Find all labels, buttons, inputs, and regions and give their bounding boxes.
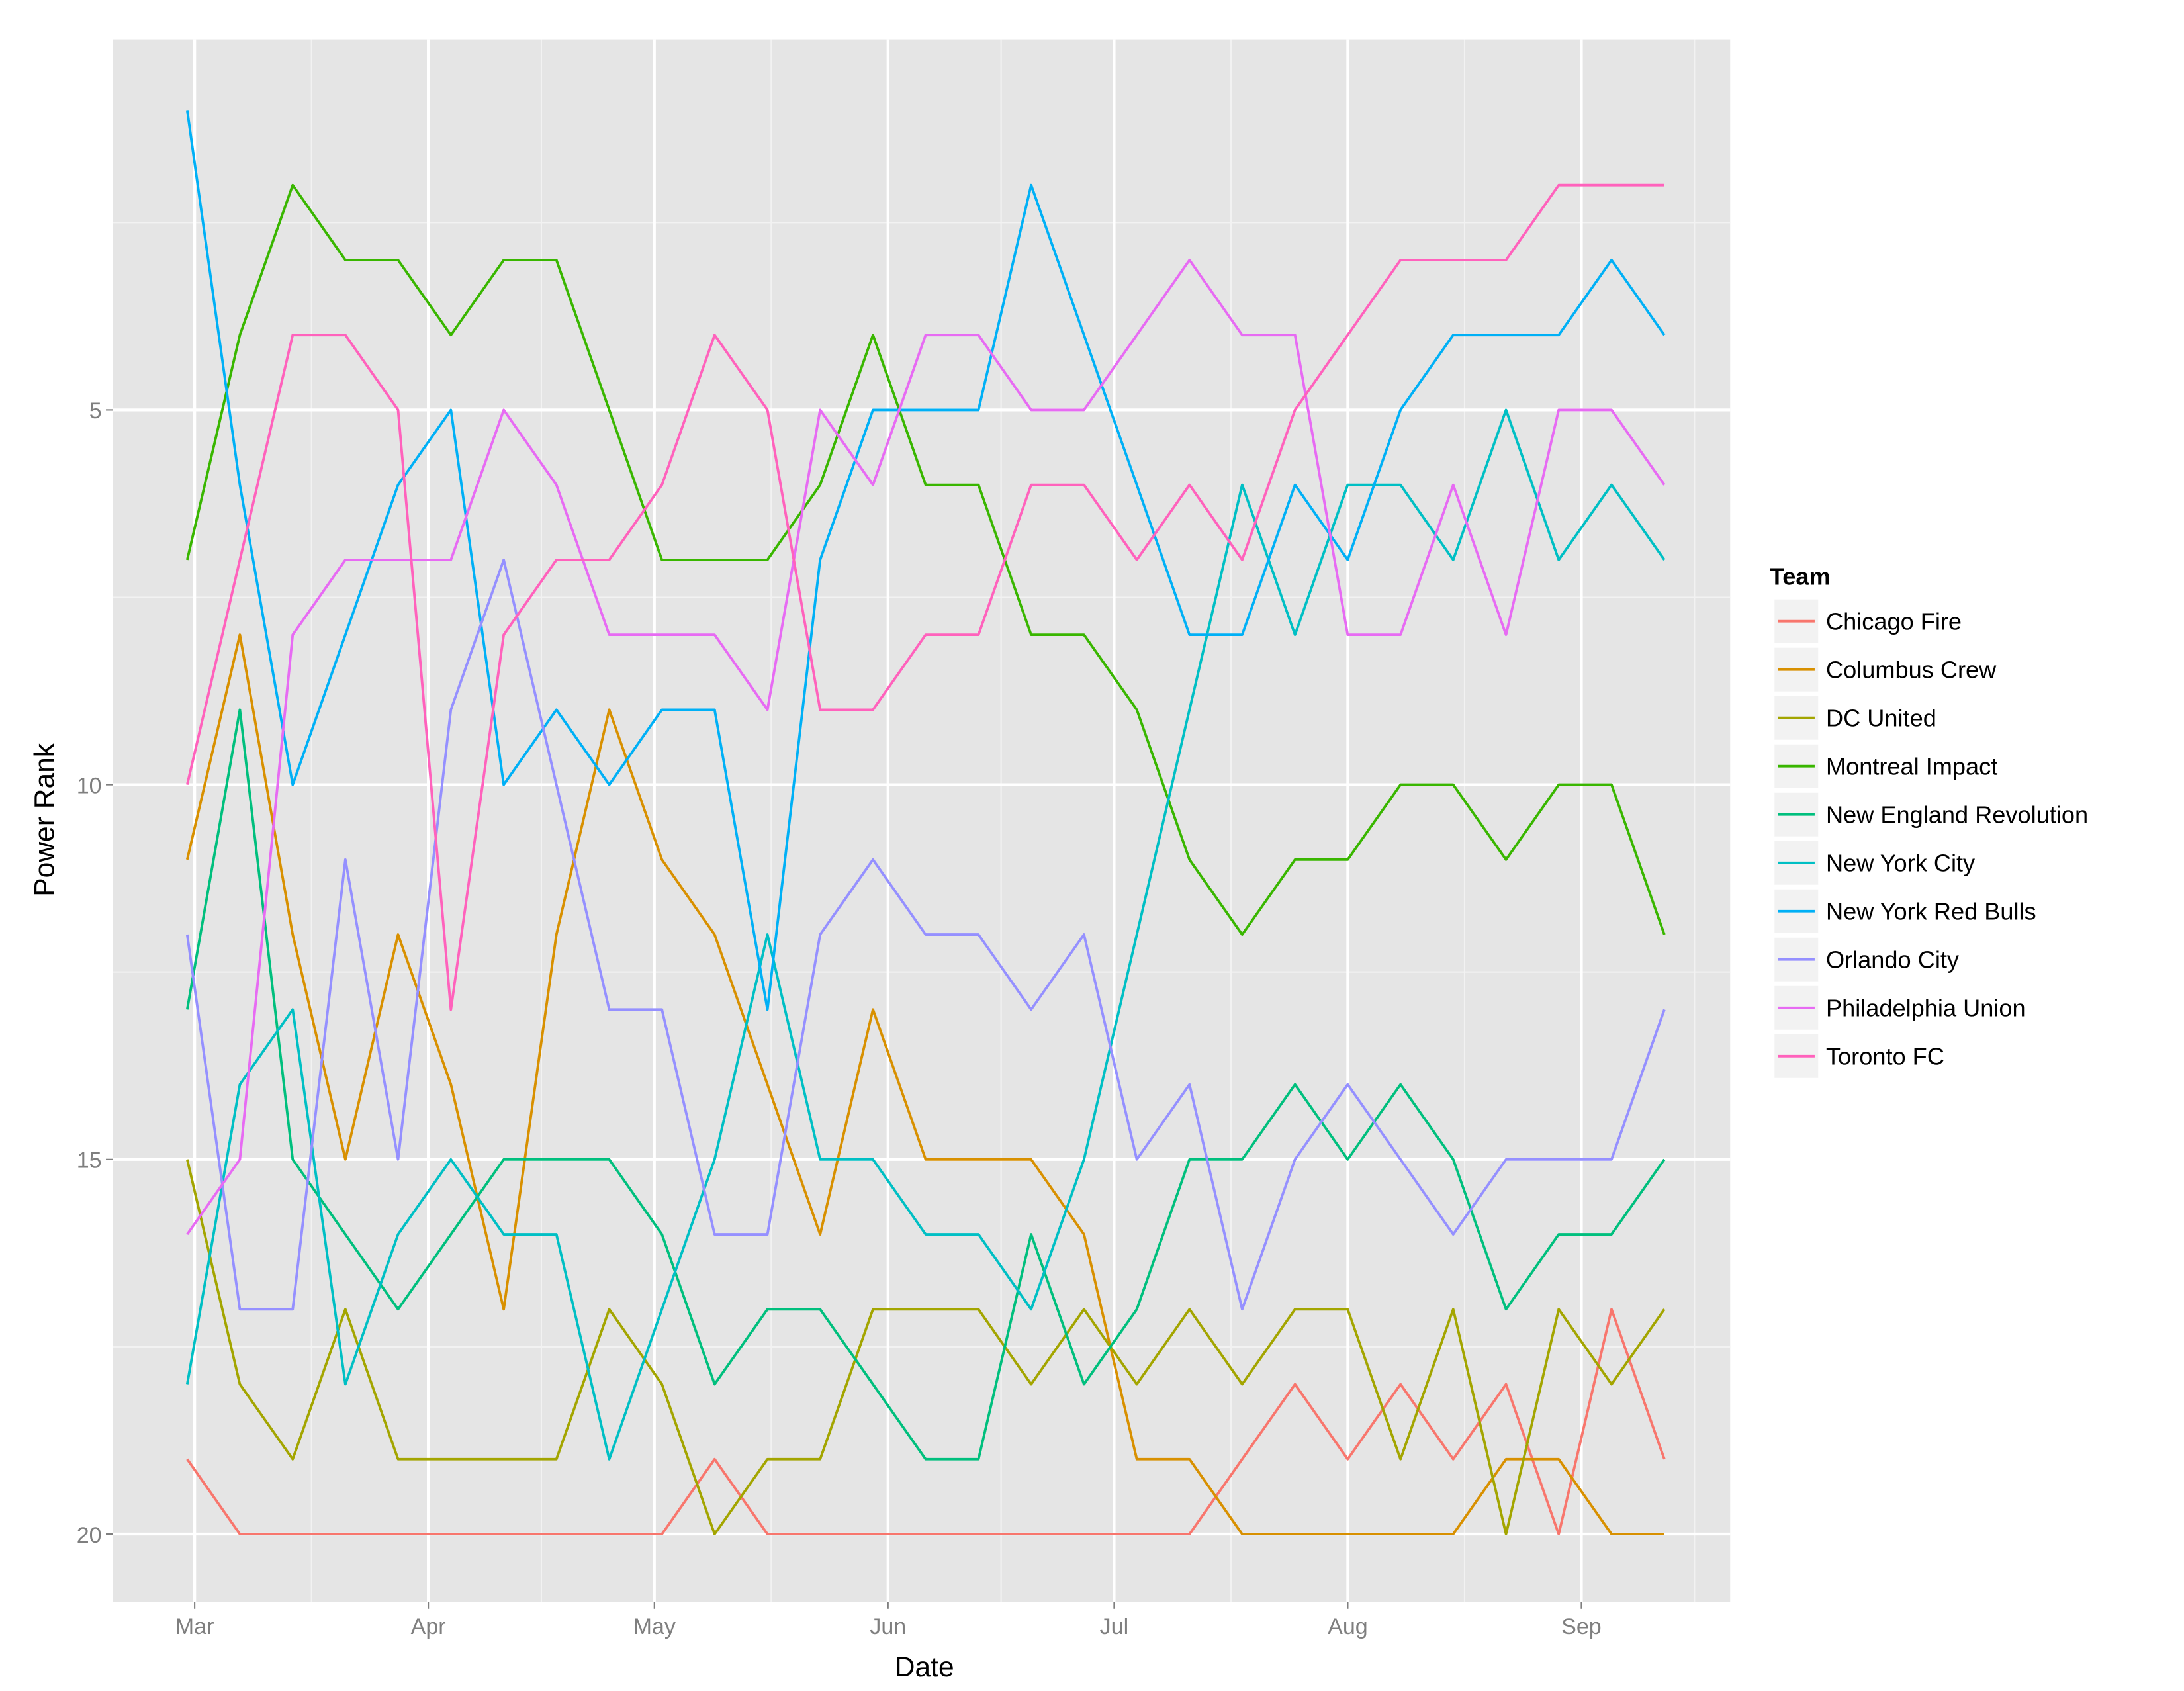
legend-label: New York Red Bulls (1826, 898, 2036, 925)
legend-label: New England Revolution (1826, 801, 2088, 828)
minor-gridlines (113, 39, 1731, 1602)
legend-label: Philadelphia Union (1826, 995, 2026, 1022)
x-tick-label: May (633, 1614, 676, 1639)
legend-label: New York City (1826, 850, 1976, 877)
plot-panel (113, 39, 1731, 1602)
legend-label: Chicago Fire (1826, 608, 1962, 635)
series-line-new-york-red-bulls (185, 110, 1666, 1011)
x-axis-title: Date (895, 1651, 954, 1683)
x-tick-label: Sep (1561, 1614, 1602, 1639)
legend-label: Orlando City (1826, 946, 1960, 974)
legend-label: DC United (1826, 704, 1936, 731)
x-tick-label: Aug (1328, 1614, 1368, 1639)
y-axis: 5 10 15 20 (77, 398, 113, 1548)
y-tick-label: 15 (77, 1148, 102, 1173)
series-lines (185, 110, 1666, 1535)
series-line-dc-united (185, 1159, 1666, 1535)
x-tick-label: Mar (175, 1614, 214, 1639)
x-axis: Mar Apr May Jun Jul Aug Sep (175, 1602, 1602, 1639)
legend: Team Chicago Fire Columbus Crew DC United M… (1770, 563, 2088, 1079)
y-tick-label: 10 (77, 773, 102, 798)
y-tick-label: 20 (77, 1523, 102, 1548)
y-axis-title: Power Rank (28, 743, 60, 897)
legend-title: Team (1770, 563, 1831, 590)
x-tick-label: Jul (1100, 1614, 1129, 1639)
legend-label: Montreal Impact (1826, 753, 1997, 780)
series-line-montreal-impact (185, 183, 1666, 936)
legend-label: Columbus Crew (1826, 656, 1997, 683)
series-line-orlando-city (185, 558, 1666, 1311)
y-tick-label: 5 (89, 398, 102, 424)
series-line-columbus-crew (185, 633, 1664, 1535)
legend-label: Toronto FC (1826, 1043, 1944, 1070)
x-tick-label: Apr (411, 1614, 446, 1639)
series-line-philadelphia-union (186, 259, 1666, 1236)
series-line-new-england-revolution (185, 708, 1666, 1461)
series-line-new-york-city (185, 408, 1666, 1461)
series-line-toronto-fc (185, 183, 1664, 1011)
x-tick-label: Jun (870, 1614, 906, 1639)
